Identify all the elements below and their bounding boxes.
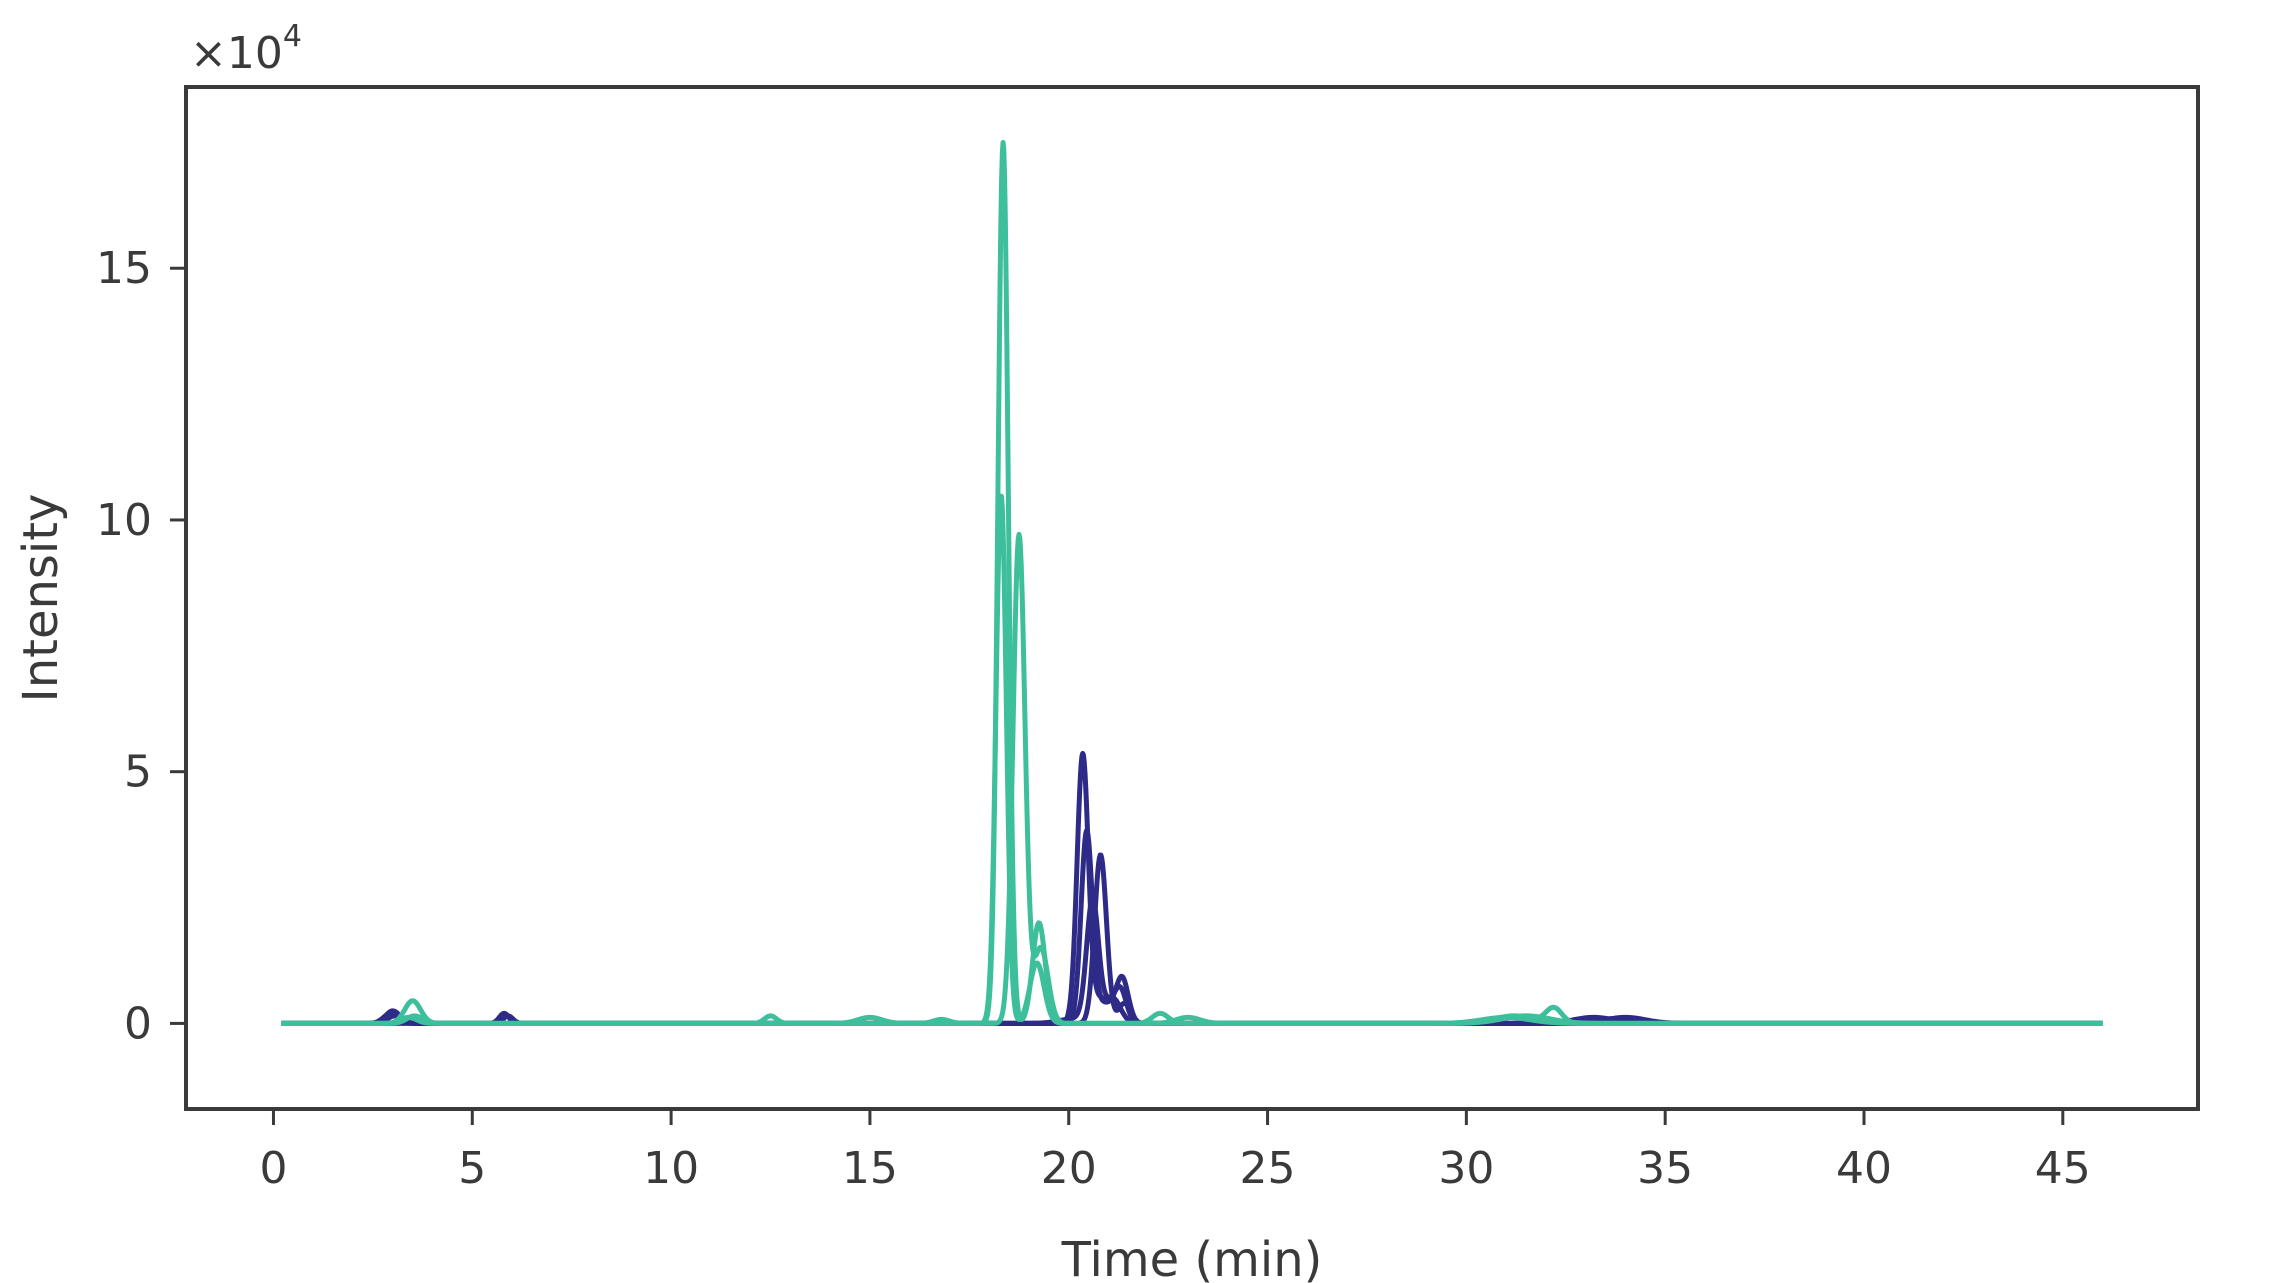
x-axis-title: Time (min) [1061,1232,1323,1283]
plot-frame [184,85,2200,1111]
series-line-teal-5 [279,139,2105,1026]
x-tick-label: 15 [842,1143,898,1194]
y-tick-label: 0 [124,998,152,1049]
series-line-navy-3 [279,852,2105,1026]
x-tick-label: 35 [1637,1143,1693,1194]
series-layer [279,139,2105,1026]
series-line-teal-7 [279,531,2105,1026]
series-line-navy-4 [279,895,2105,1026]
x-axis-ticks: 0 5 10 15 20 25 30 35 40 45 [259,1109,2091,1194]
series-line-teal-6 [279,493,2105,1026]
series-line-navy-2 [279,828,2105,1026]
y-scale-label: ×104 [190,19,302,79]
x-tick-label: 0 [259,1143,287,1194]
x-tick-label: 5 [458,1143,486,1194]
y-scale-prefix: ×10 [190,28,283,79]
y-tick-label: 15 [96,243,152,294]
x-tick-label: 20 [1041,1143,1097,1194]
x-tick-label: 45 [2035,1143,2091,1194]
x-tick-label: 40 [1836,1143,1892,1194]
y-axis-ticks: 0 5 10 15 [96,243,186,1049]
y-tick-label: 5 [124,747,152,798]
x-tick-label: 30 [1438,1143,1494,1194]
y-tick-label: 10 [96,495,152,546]
series-line-navy-1 [279,750,2105,1026]
y-axis-title: Intensity [13,494,69,703]
x-tick-label: 25 [1240,1143,1296,1194]
y-scale-exponent: 4 [283,19,302,54]
x-tick-label: 10 [643,1143,699,1194]
